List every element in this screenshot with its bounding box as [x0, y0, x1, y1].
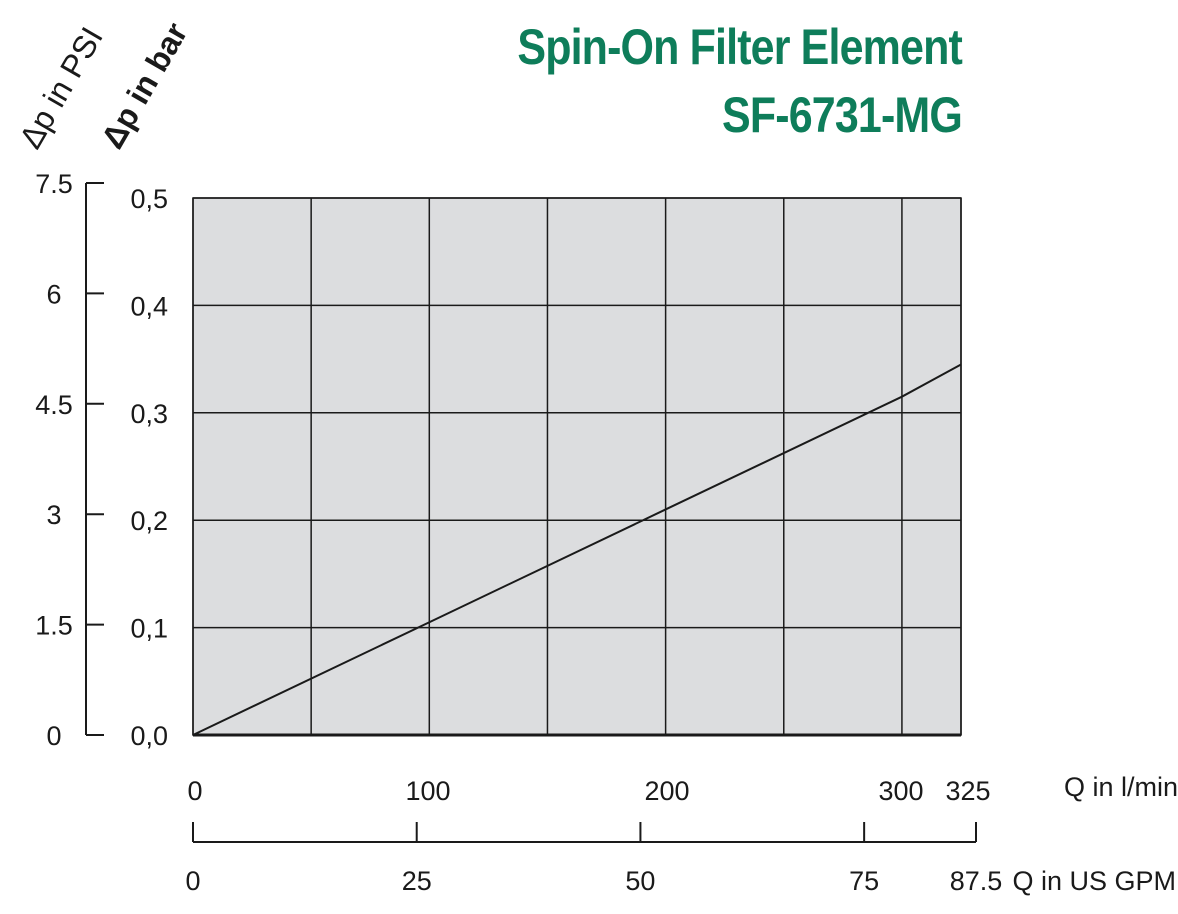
x-axis-lmin-ticks: 0 100 200 300 325 [187, 776, 990, 806]
x-tick-label-lmin: 300 [878, 776, 923, 806]
series-group [192, 363, 962, 736]
x-tick-label-lmin: 200 [644, 776, 689, 806]
y-tick-label-psi: 4.5 [35, 390, 73, 420]
x-tick-label-lmin: 0 [187, 776, 202, 806]
y-axis-bar-ticks: 0,0 0,1 0,2 0,3 0,4 0,5 [130, 184, 168, 751]
grid-lines [192, 197, 962, 737]
x-axis-label-lmin: Q in l/min [1064, 772, 1178, 802]
chart-title-line1: Spin-On Filter Element [517, 19, 962, 75]
y-tick-label-psi: 6 [46, 279, 61, 309]
x-tick-label-gpm: 87.5 [950, 866, 1003, 896]
series-line [192, 363, 962, 736]
y-tick-label-psi: 0 [46, 721, 61, 751]
plot-area [192, 197, 962, 736]
y-tick-label-bar: 0,5 [130, 184, 168, 214]
y-tick-label-bar: 0,2 [130, 506, 168, 536]
x-tick-label-gpm: 50 [625, 866, 655, 896]
x-tick-label-lmin: 100 [405, 776, 450, 806]
y-tick-label-psi: 7.5 [35, 169, 73, 199]
x-axis-label-gpm: Q in US GPM [1012, 866, 1176, 896]
y-tick-label-bar: 0,4 [130, 291, 168, 321]
y-axis-psi: 0 1.5 3 4.5 6 7.5 [35, 169, 104, 751]
y-tick-label-psi: 3 [46, 500, 61, 530]
y-tick-label-psi: 1.5 [35, 611, 73, 641]
chart-title-line2: SF-6731-MG [722, 87, 963, 143]
y-tick-label-bar: 0,0 [130, 721, 168, 751]
y-tick-label-bar: 0,3 [130, 399, 168, 429]
x-tick-label-gpm: 0 [185, 866, 200, 896]
x-axis-gpm: 0 25 50 75 87.5 [185, 822, 1002, 896]
x-tick-label-gpm: 25 [402, 866, 432, 896]
y-tick-label-bar: 0,1 [130, 614, 168, 644]
x-tick-label-lmin: 325 [945, 776, 990, 806]
x-tick-label-gpm: 75 [849, 866, 879, 896]
